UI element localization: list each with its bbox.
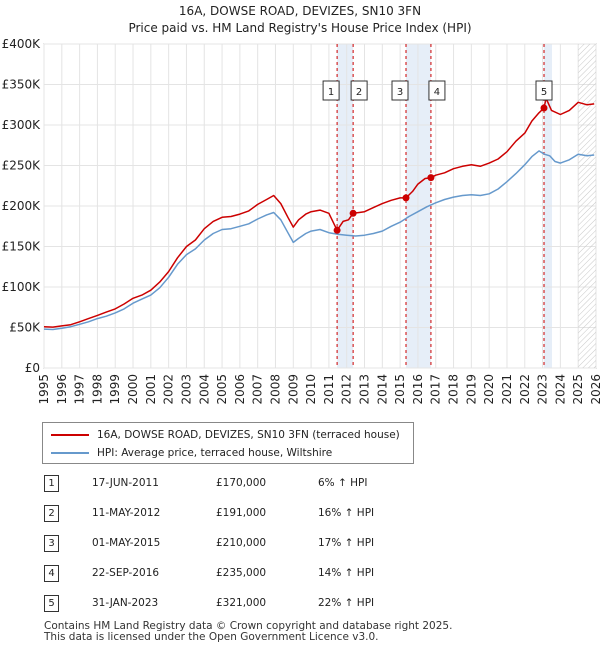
x-tick-label: 2010 <box>304 374 318 405</box>
sale-point <box>349 209 357 217</box>
x-tick-label: 2002 <box>162 374 176 405</box>
sale-hpi-diff: 6% ↑ HPI <box>318 477 368 489</box>
legend-swatch-property <box>51 434 89 436</box>
table-row: 4 22-SEP-2016 £235,000 14% ↑ HPI <box>0 565 600 585</box>
y-tick-label: £50K <box>9 321 41 335</box>
hpi-line <box>43 150 595 331</box>
x-tick-label: 2017 <box>429 374 443 405</box>
footer-line-1: Contains HM Land Registry data © Crown c… <box>44 620 453 632</box>
sale-number-label: 5 <box>541 87 547 98</box>
x-tick-label: 2007 <box>251 374 265 405</box>
sale-number-box <box>391 80 409 101</box>
x-tick-label: 2000 <box>126 374 140 405</box>
sale-price: £235,000 <box>216 567 267 579</box>
table-row: 2 11-MAY-2012 £191,000 16% ↑ HPI <box>0 505 600 525</box>
x-tick-label: 2021 <box>500 374 514 405</box>
sale-number-label: 3 <box>397 87 403 98</box>
sale-hpi-diff: 14% ↑ HPI <box>318 567 375 579</box>
sale-date: 01-MAY-2015 <box>92 537 161 549</box>
sale-date: 22-SEP-2016 <box>92 567 160 579</box>
price-chart: 16A, DOWSE ROAD, DEVIZES, SN10 3FN Price… <box>2 4 600 405</box>
x-tick-label: 2019 <box>464 374 478 405</box>
legend-item-property: 16A, DOWSE ROAD, DEVIZES, SN10 3FN (terr… <box>51 426 400 444</box>
x-tick-label: 2005 <box>215 374 229 405</box>
x-tick-label: 2023 <box>536 374 550 405</box>
x-tick-label: 2024 <box>553 374 567 405</box>
x-tick-label: 2012 <box>340 374 354 405</box>
sale-number-box <box>322 80 340 101</box>
sale-number-box <box>428 80 446 101</box>
legend-swatch-hpi <box>51 452 89 454</box>
x-tick-label: 1999 <box>108 374 122 405</box>
y-tick-label: £0 <box>25 361 40 375</box>
legend-item-hpi: HPI: Average price, terraced house, Wilt… <box>51 444 332 462</box>
x-tick-label: 2006 <box>233 374 247 405</box>
x-tick-label: 2008 <box>268 374 282 405</box>
x-tick-label: 2014 <box>375 374 389 405</box>
x-tick-label: 1997 <box>73 374 87 405</box>
sale-hpi-diff: 17% ↑ HPI <box>318 537 375 549</box>
footer-line-2: This data is licensed under the Open Gov… <box>44 631 379 643</box>
sale-point <box>427 174 435 182</box>
sale-point <box>333 226 341 234</box>
sale-price: £170,000 <box>216 477 267 489</box>
sale-point <box>540 104 548 112</box>
sale-point <box>402 194 410 202</box>
legend-label-property: 16A, DOWSE ROAD, DEVIZES, SN10 3FN (terr… <box>97 429 400 441</box>
footer-attribution: Contains HM Land Registry data © Crown c… <box>44 621 452 643</box>
sale-date: 17-JUN-2011 <box>92 477 159 489</box>
sale-number-badge: 4 <box>44 565 59 582</box>
x-tick-label: 2026 <box>589 374 600 405</box>
x-tick-label: 1995 <box>37 374 51 405</box>
table-row: 5 31-JAN-2023 £321,000 22% ↑ HPI <box>0 595 600 615</box>
y-tick-label: £100K <box>2 280 42 294</box>
sale-number-badge: 2 <box>44 505 59 522</box>
table-row: 3 01-MAY-2015 £210,000 17% ↑ HPI <box>0 535 600 555</box>
sale-price: £321,000 <box>216 597 267 609</box>
legend-label-hpi: HPI: Average price, terraced house, Wilt… <box>97 447 333 459</box>
y-tick-label: £300K <box>2 118 42 132</box>
sale-number-badge: 3 <box>44 535 59 552</box>
x-tick-label: 2015 <box>393 374 407 405</box>
sale-hpi-diff: 16% ↑ HPI <box>318 507 375 519</box>
x-tick-label: 2016 <box>411 374 425 405</box>
x-tick-label: 2011 <box>322 374 336 405</box>
sale-number-box <box>535 80 553 101</box>
x-tick-label: 2013 <box>358 374 372 405</box>
y-tick-label: £400K <box>2 37 42 51</box>
sale-number-badge: 5 <box>44 595 59 612</box>
x-tick-label: 1998 <box>90 374 104 405</box>
y-tick-label: £200K <box>2 199 42 213</box>
sale-number-label: 2 <box>356 87 362 98</box>
sale-number-box <box>350 80 368 101</box>
sale-hpi-diff: 22% ↑ HPI <box>318 597 375 609</box>
legend: 16A, DOWSE ROAD, DEVIZES, SN10 3FN (terr… <box>42 422 414 464</box>
sale-number-label: 1 <box>328 87 334 98</box>
x-tick-label: 2022 <box>518 374 532 405</box>
sale-number-badge: 1 <box>44 475 59 492</box>
x-tick-label: 2004 <box>197 374 211 405</box>
sale-date: 11-MAY-2012 <box>92 507 161 519</box>
projection-hatch <box>578 44 596 368</box>
y-tick-label: £250K <box>2 159 42 173</box>
sale-price: £210,000 <box>216 537 267 549</box>
x-tick-label: 2025 <box>571 374 585 405</box>
chart-subtitle: Price paid vs. HM Land Registry's House … <box>128 21 471 35</box>
sale-number-label: 4 <box>434 87 440 98</box>
property-price-line <box>43 97 595 328</box>
x-tick-label: 2003 <box>179 374 193 405</box>
x-tick-label: 2018 <box>447 374 461 405</box>
y-tick-label: £350K <box>2 78 42 92</box>
sale-date: 31-JAN-2023 <box>92 597 159 609</box>
table-row: 1 17-JUN-2011 £170,000 6% ↑ HPI <box>0 475 600 495</box>
x-tick-label: 1996 <box>55 374 69 405</box>
x-tick-label: 2009 <box>286 374 300 405</box>
sale-price: £191,000 <box>216 507 267 519</box>
x-tick-label: 2020 <box>482 374 496 405</box>
x-tick-label: 2001 <box>144 374 158 405</box>
chart-title: 16A, DOWSE ROAD, DEVIZES, SN10 3FN <box>179 4 421 18</box>
y-tick-label: £150K <box>2 240 42 254</box>
